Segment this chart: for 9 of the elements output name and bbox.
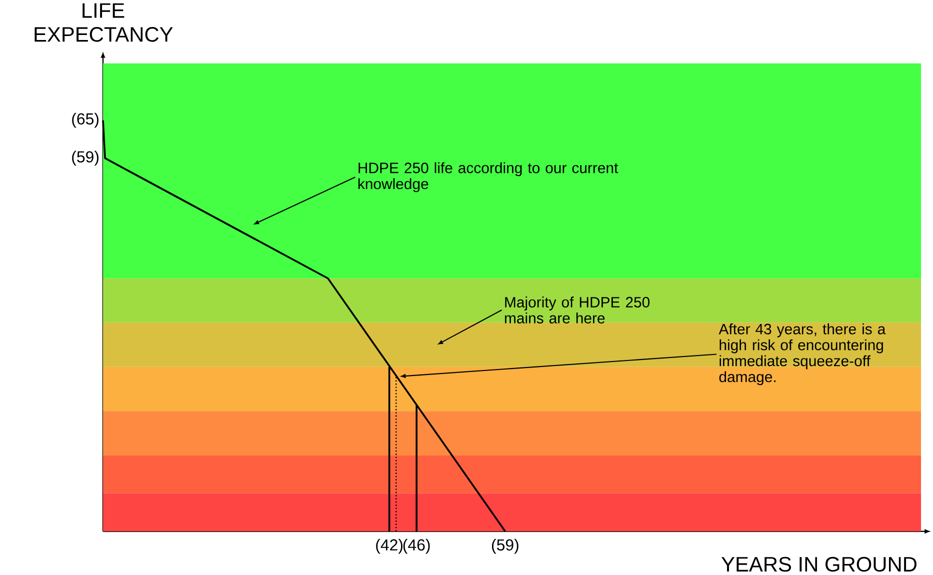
x-axis-title: YEARS IN GROUND	[721, 556, 916, 572]
x-tick-label: (42)	[376, 538, 402, 554]
annotation: Majority of HDPE 250 mains are here	[504, 296, 650, 324]
annotation: After 43 years, there is a high risk of encountering immediate squeeze-off damage.	[718, 323, 886, 386]
y-tick-label: (65)	[72, 112, 98, 128]
x-tick-label: (46)	[403, 538, 430, 554]
x-tick-label: (59)	[492, 538, 518, 554]
y-axis-title: LIFE EXPECTANCY	[34, 3, 173, 42]
annotation: HDPE 250 life according to our current knowledge	[358, 162, 618, 192]
